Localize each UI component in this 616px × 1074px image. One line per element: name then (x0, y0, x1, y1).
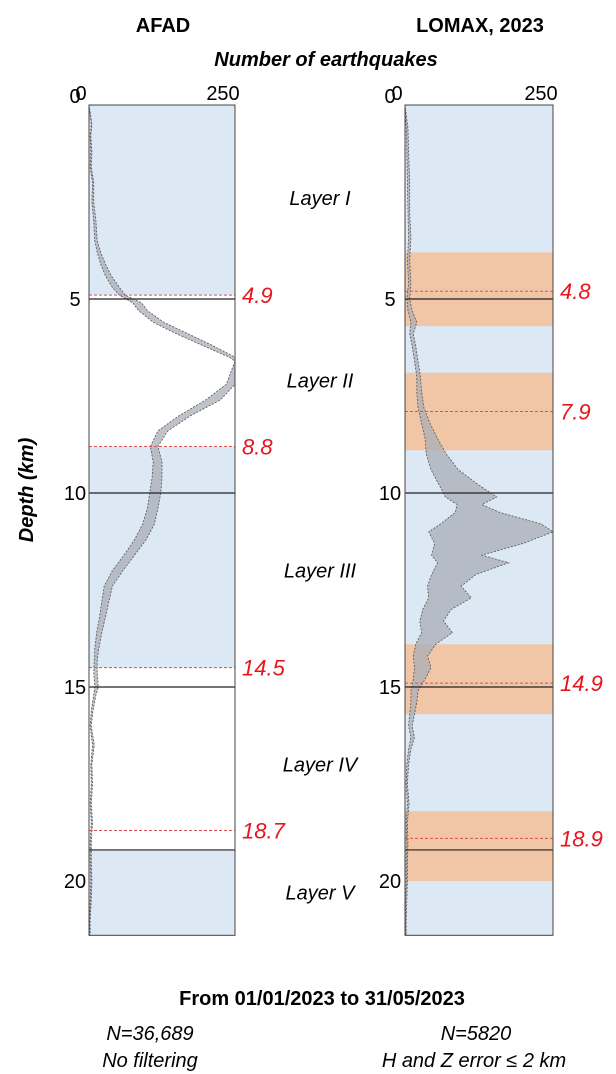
x-tick-label: 250 (206, 83, 239, 105)
y-tick-label: 5 (69, 289, 80, 311)
lomax-filter-label: H and Z error ≤ 2 km (382, 1050, 566, 1072)
lomax-count-label: N=5820 (441, 1023, 512, 1045)
plot-frame (404, 104, 554, 936)
x-axis-title: Number of earthquakes (214, 49, 437, 71)
x-tick-label: 0 (75, 83, 86, 105)
uncertainty-band (405, 811, 553, 881)
y-tick-label: 5 (384, 289, 395, 311)
x-tick-label: 250 (524, 83, 557, 105)
boundary-depth-label: 4.9 (242, 283, 273, 308)
afad-panel: 4.9 8.8 14.5 18.7 0 5 10 15 20 0 250 (64, 83, 286, 936)
y-tick-label: 20 (64, 871, 86, 893)
afad-filter-label: No filtering (102, 1050, 198, 1072)
layer-label: Layer I (289, 188, 351, 210)
y-tick-label: 0 (384, 86, 395, 108)
y-tick-label: 15 (379, 677, 401, 699)
date-range-caption: From 01/01/2023 to 31/05/2023 (179, 988, 465, 1010)
layer-label: Layer II (287, 370, 354, 392)
y-tick-label: 15 (64, 677, 86, 699)
y-axis-title: Depth (km) (16, 437, 38, 542)
layer-label: Layer IV (283, 755, 359, 777)
plot-frame (88, 104, 236, 936)
afad-count-label: N=36,689 (106, 1023, 193, 1045)
boundary-depth-label: 14.5 (242, 656, 286, 681)
x-tick-label: 0 (391, 83, 402, 105)
lomax-panel-title: LOMAX, 2023 (416, 15, 544, 37)
afad-panel-title: AFAD (136, 15, 190, 37)
lomax-panel: 4.8 7.9 14.9 18.9 0 5 10 15 20 0 250 (379, 83, 603, 936)
uncertainty-band (405, 644, 553, 715)
boundary-depth-label: 4.8 (560, 279, 591, 304)
boundary-depth-label: 18.9 (560, 826, 603, 851)
boundary-depth-label: 7.9 (560, 400, 591, 425)
blue-layer-band (89, 849, 235, 936)
blue-layer-band (89, 105, 235, 296)
layer-label: Layer V (286, 883, 357, 905)
boundary-depth-label: 18.7 (242, 819, 286, 844)
y-tick-label: 10 (64, 483, 86, 505)
boundary-depth-label: 14.9 (560, 671, 603, 696)
blue-layer-band (89, 446, 235, 668)
uncertainty-band (405, 252, 553, 327)
layer-label: Layer III (284, 561, 357, 583)
y-tick-label: 10 (379, 483, 401, 505)
y-tick-label: 0 (69, 86, 80, 108)
y-tick-label: 20 (379, 871, 401, 893)
boundary-depth-label: 8.8 (242, 434, 273, 459)
